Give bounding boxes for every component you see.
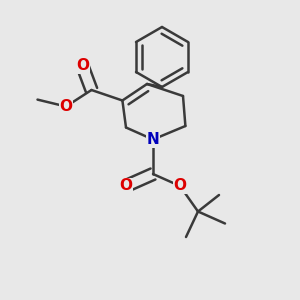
Text: O: O	[76, 58, 89, 74]
Text: O: O	[119, 178, 133, 194]
Text: O: O	[173, 178, 187, 194]
Text: N: N	[147, 132, 159, 147]
Text: O: O	[59, 99, 73, 114]
